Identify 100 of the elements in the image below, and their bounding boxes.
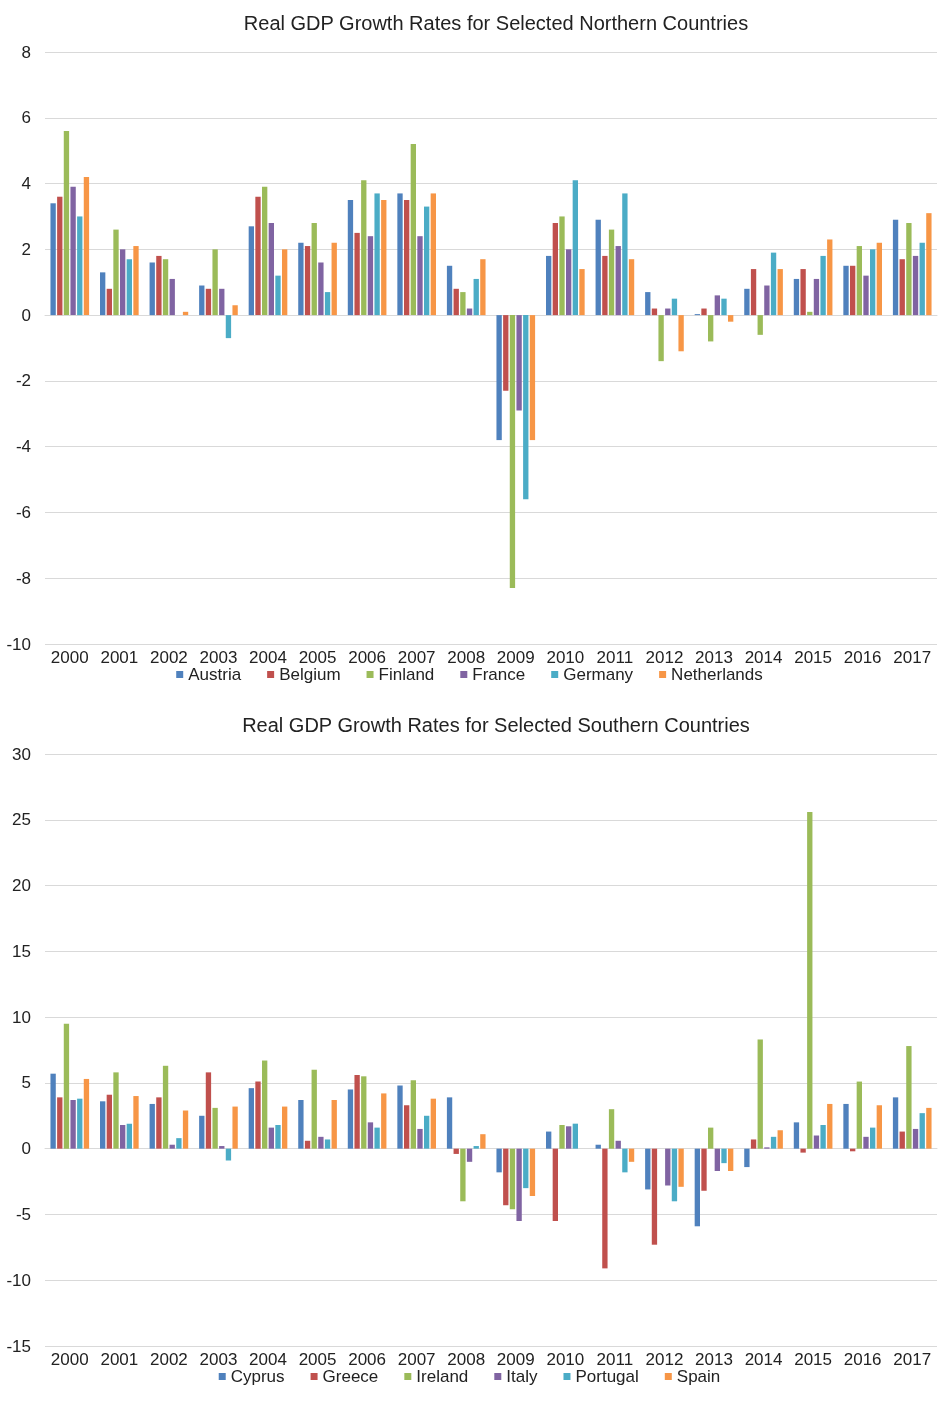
y-tick-label: -15	[6, 1336, 31, 1356]
x-tick-label: 2017	[893, 648, 932, 667]
bar	[516, 315, 522, 411]
bar	[870, 1127, 876, 1149]
bar	[446, 1097, 453, 1149]
bar	[225, 1148, 232, 1161]
bar	[714, 295, 720, 316]
bar	[367, 1122, 374, 1149]
bar	[926, 213, 932, 316]
legend-label: Spain	[676, 1367, 721, 1386]
bar	[199, 1115, 205, 1149]
bar	[800, 269, 806, 316]
bar	[813, 1135, 820, 1149]
bar	[410, 1080, 416, 1149]
bar	[714, 1148, 720, 1172]
bar	[262, 1060, 268, 1149]
x-tick-label: 2014	[744, 648, 783, 667]
bar	[503, 315, 509, 391]
bar	[876, 242, 882, 316]
legend-label: Austria	[188, 665, 242, 684]
y-tick-label: 25	[12, 810, 31, 830]
bar	[381, 1093, 387, 1149]
bar	[793, 1122, 800, 1149]
x-tick-label: 2008	[447, 1350, 486, 1369]
bar	[430, 193, 436, 316]
y-tick-label: 30	[12, 744, 31, 764]
bar	[57, 196, 63, 316]
bar	[671, 298, 678, 316]
bar	[602, 1148, 608, 1269]
x-tick-label: 2006	[348, 648, 387, 667]
bar	[892, 1097, 899, 1149]
bar	[318, 1136, 324, 1149]
bar	[397, 1085, 403, 1149]
y-tick-label: -5	[15, 1204, 31, 1224]
bar	[595, 1144, 601, 1149]
bar	[50, 1073, 56, 1149]
bar	[113, 1072, 119, 1149]
bar	[219, 288, 225, 316]
bar	[83, 176, 90, 316]
bar	[304, 1140, 311, 1149]
x-tick-label: 2007	[397, 1350, 436, 1369]
bar	[899, 259, 905, 316]
bar	[602, 255, 608, 316]
x-tick-label: 2015	[794, 648, 833, 667]
bar	[546, 255, 552, 316]
bar	[182, 1110, 189, 1149]
y-tick-label: -10	[6, 1270, 31, 1290]
bar	[906, 223, 912, 316]
bar	[615, 246, 621, 316]
bar	[566, 1126, 572, 1149]
bar	[354, 1075, 360, 1149]
bar	[282, 249, 288, 316]
bar	[219, 1146, 225, 1149]
bar	[311, 1069, 317, 1149]
bar	[282, 1106, 288, 1149]
bar	[275, 1124, 281, 1149]
bar	[466, 1148, 473, 1162]
bar	[892, 219, 899, 316]
bar	[843, 265, 849, 316]
bar	[870, 249, 876, 316]
bar	[162, 259, 169, 316]
bar	[347, 1089, 354, 1149]
bar	[156, 255, 162, 316]
bar	[608, 229, 615, 316]
bar	[404, 200, 410, 316]
bar	[516, 1148, 522, 1222]
y-tick-label: 4	[21, 174, 31, 194]
bar	[83, 1078, 90, 1149]
bar	[678, 1148, 684, 1187]
bar	[926, 1107, 932, 1149]
bar	[523, 1148, 529, 1189]
bar	[721, 298, 727, 316]
y-tick-label: 10	[12, 1007, 31, 1027]
x-tick-label: 2007	[397, 648, 436, 667]
bar	[417, 1128, 423, 1149]
bar	[665, 1148, 671, 1186]
bar	[480, 259, 486, 316]
legend-label: Italy	[506, 1367, 538, 1386]
bar	[777, 1130, 783, 1149]
bar	[232, 305, 238, 316]
legend-label: Cyprus	[230, 1367, 285, 1386]
bar	[460, 1148, 466, 1202]
bar	[770, 252, 777, 316]
x-tick-label: 2003	[199, 1350, 238, 1369]
bar	[275, 275, 281, 316]
bar	[807, 811, 813, 1149]
legend-label: Greece	[322, 1367, 379, 1386]
bar	[324, 1139, 331, 1149]
bar	[757, 315, 763, 335]
bar	[770, 1136, 777, 1149]
bar	[149, 262, 155, 316]
bar	[552, 1148, 558, 1222]
bar	[919, 242, 925, 316]
bar	[608, 1109, 615, 1149]
bar	[850, 265, 856, 316]
bar	[572, 1123, 578, 1149]
bar	[199, 285, 205, 316]
bar	[212, 249, 218, 316]
bar	[906, 1046, 912, 1149]
bar	[473, 278, 479, 316]
